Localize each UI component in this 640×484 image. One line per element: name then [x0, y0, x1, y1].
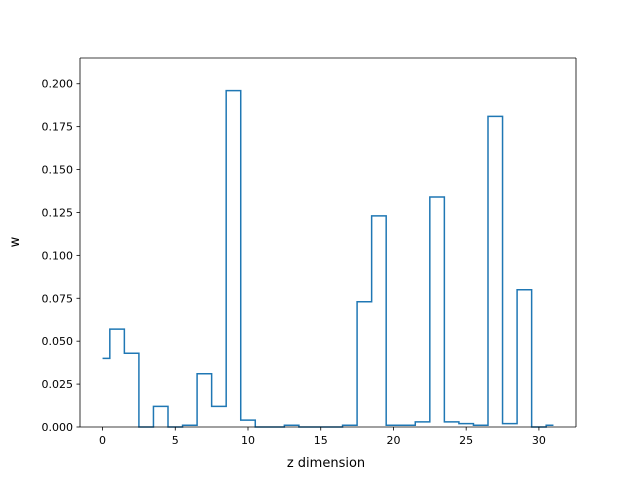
y-tick-label-8: 0.200	[42, 78, 74, 91]
x-tick-label-5: 25	[459, 434, 473, 447]
x-axis-label: z dimension	[287, 456, 365, 471]
x-tick-label-6: 30	[532, 434, 546, 447]
x-tick-label-0: 0	[99, 434, 106, 447]
y-tick-label-2: 0.050	[42, 335, 74, 348]
y-tick-label-7: 0.175	[42, 121, 74, 134]
x-tick-label-3: 15	[314, 434, 328, 447]
x-tick-label-1: 5	[172, 434, 179, 447]
y-tick-label-4: 0.100	[42, 249, 74, 262]
y-tick-label-3: 0.075	[42, 292, 74, 305]
y-tick-label-0: 0.000	[42, 421, 74, 434]
x-tick-label-4: 20	[386, 434, 400, 447]
y-tick-label-6: 0.150	[42, 164, 74, 177]
axes: 0 5 10 15 20 25 30 0.000 0.025 0.050 0.075 0.100 0.1…	[42, 57, 577, 447]
y-axis-label: w	[8, 236, 23, 247]
y-tick-label-5: 0.125	[42, 206, 74, 219]
x-tick-label-2: 10	[241, 434, 255, 447]
y-tick-label-1: 0.025	[42, 378, 74, 391]
